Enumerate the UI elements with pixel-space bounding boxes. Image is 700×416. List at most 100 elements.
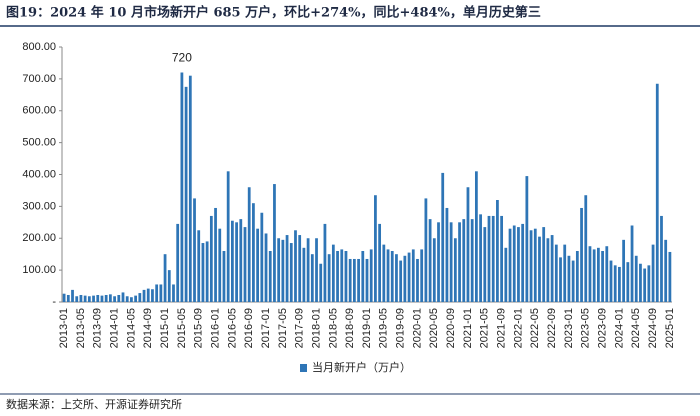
bar <box>449 222 453 302</box>
bar <box>458 222 461 302</box>
x-tick-label: 2017-05 <box>277 308 289 348</box>
y-tick-label: 300.00 <box>22 200 56 212</box>
bar <box>336 251 339 302</box>
bar <box>369 249 373 302</box>
bar <box>483 227 487 302</box>
bar <box>113 296 116 302</box>
bar <box>563 244 567 302</box>
bar <box>517 227 520 302</box>
bar <box>188 75 192 302</box>
legend-swatch <box>300 364 307 372</box>
x-tick-label: 2016-01 <box>209 308 221 348</box>
bar <box>567 255 571 302</box>
x-tick-label: 2018-01 <box>310 308 322 348</box>
source: 数据来源：上交所、开源证券研究所 <box>6 397 182 411</box>
bar <box>193 198 196 302</box>
bar <box>538 236 541 302</box>
bar <box>75 296 79 302</box>
bar <box>155 284 159 302</box>
x-tick-label: 2024-01 <box>613 308 625 348</box>
x-tick-label: 2013-01 <box>58 308 70 348</box>
bar <box>167 270 171 302</box>
bar <box>340 249 344 302</box>
bar <box>252 203 255 302</box>
bar <box>96 294 100 302</box>
x-tick-label: 2021-01 <box>462 308 474 348</box>
bar <box>260 212 264 302</box>
bar <box>302 247 306 302</box>
bar <box>365 258 369 302</box>
bar <box>639 263 642 302</box>
y-tick-label: - <box>52 296 56 308</box>
bar <box>466 187 470 302</box>
y-tick-label: 200.00 <box>22 232 56 244</box>
bar <box>117 294 121 302</box>
bar <box>289 243 293 302</box>
bar <box>420 249 424 302</box>
bar <box>550 235 554 302</box>
bar <box>201 243 205 302</box>
bar <box>580 207 583 302</box>
x-tick-label: 2016-05 <box>226 308 238 348</box>
y-tick-label: 100.00 <box>22 264 56 276</box>
x-tick-label: 2017-01 <box>260 308 272 348</box>
bar <box>592 249 596 302</box>
bar <box>268 251 272 302</box>
bar <box>298 235 302 302</box>
bar <box>108 294 112 302</box>
bar <box>130 297 133 302</box>
bar <box>256 228 260 302</box>
bar <box>655 83 659 303</box>
bar <box>630 225 634 302</box>
bar <box>222 251 226 302</box>
x-tick-label: 2017-09 <box>294 308 306 348</box>
y-tick-label: 800.00 <box>22 41 56 53</box>
y-tick-label: 700.00 <box>22 73 56 85</box>
bar <box>525 176 529 302</box>
bar <box>230 220 234 302</box>
bar <box>100 295 104 302</box>
bar <box>243 227 247 302</box>
bar <box>214 207 217 302</box>
x-tick-label: 2015-09 <box>193 308 205 348</box>
bar <box>428 219 432 302</box>
bar <box>613 265 617 302</box>
bar <box>357 258 360 302</box>
bar <box>605 246 609 302</box>
bar <box>83 295 87 302</box>
bar <box>542 227 546 302</box>
bar <box>403 255 407 302</box>
bar <box>180 72 184 302</box>
bar <box>390 251 394 302</box>
bar <box>239 219 243 302</box>
bar <box>184 86 188 302</box>
x-tick-label: 2019-01 <box>361 308 373 348</box>
x-tick-label: 2024-09 <box>647 308 659 348</box>
bar <box>559 257 562 302</box>
bar <box>508 228 512 302</box>
bar <box>294 230 297 302</box>
bar <box>470 219 474 302</box>
bar <box>474 171 478 302</box>
x-tick-label: 2014-05 <box>125 308 137 348</box>
bar <box>310 254 314 302</box>
bar <box>235 222 238 302</box>
x-tick-label: 2020-01 <box>411 308 423 348</box>
bar <box>411 249 415 302</box>
bar <box>437 222 440 302</box>
bar <box>529 230 533 302</box>
bar <box>664 239 668 302</box>
y-tick-label: 600.00 <box>22 105 56 117</box>
x-tick-label: 2020-09 <box>445 308 457 348</box>
bar <box>496 200 499 302</box>
chart-title: 图19：2024 年 10 月市场新开户 685 万户，环比+274%，同比+4… <box>6 5 541 21</box>
bar <box>92 295 95 302</box>
bar <box>197 230 201 302</box>
bar <box>142 289 146 302</box>
bar <box>462 219 466 302</box>
bar <box>134 295 138 302</box>
bar <box>453 238 457 302</box>
x-tick-label: 2024-05 <box>630 308 642 348</box>
bar <box>151 289 154 302</box>
